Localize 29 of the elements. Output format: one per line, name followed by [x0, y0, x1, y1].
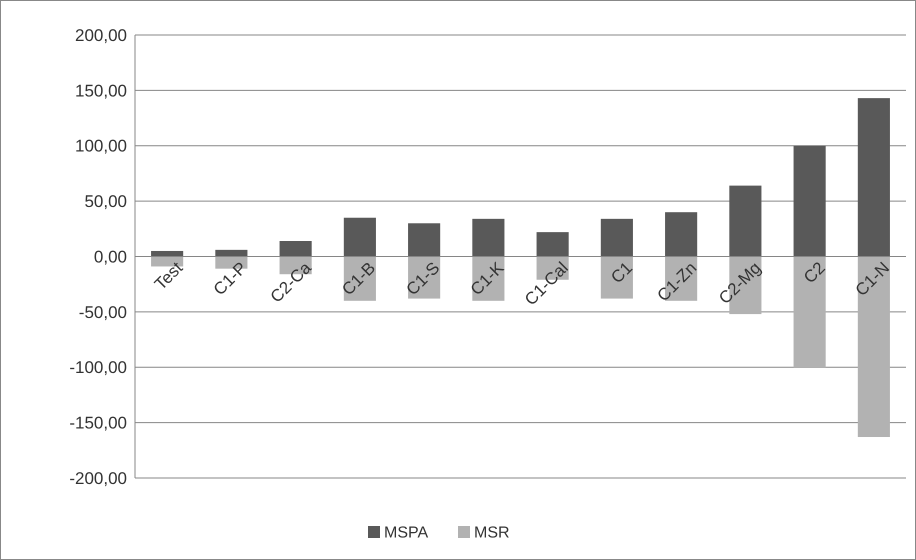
- bar: [665, 212, 698, 256]
- bar: [794, 256, 826, 368]
- x-tick-label: C2: [800, 258, 829, 288]
- y-tick-label: -200,00: [69, 468, 127, 488]
- bar: [600, 256, 633, 299]
- bar: [729, 186, 762, 256]
- bar: [536, 232, 569, 256]
- y-tick-label: -150,00: [69, 414, 127, 433]
- y-tick-label: 0,00: [94, 247, 127, 266]
- y-tick-label: 150,00: [75, 81, 127, 100]
- y-tick-label: 50,00: [84, 192, 127, 212]
- y-tick-label: 100,00: [75, 136, 127, 156]
- bar: [151, 250, 184, 256]
- bar: [408, 223, 440, 256]
- bar: [215, 250, 248, 256]
- bar: [858, 98, 890, 256]
- y-tick-label: 200,00: [75, 26, 127, 45]
- legend-label: MSR: [474, 524, 510, 542]
- y-tick-label: -100,00: [69, 358, 127, 378]
- bar: [858, 256, 890, 438]
- bar: [600, 218, 633, 256]
- x-tick-label: Test: [150, 258, 187, 294]
- legend-label: MSPA: [384, 524, 428, 542]
- x-tick-label: C1: [607, 258, 636, 288]
- bar: [472, 218, 504, 256]
- y-tick-label: -50,00: [78, 302, 127, 322]
- bar: [794, 146, 826, 256]
- bar: [280, 240, 312, 256]
- bar: [344, 218, 376, 256]
